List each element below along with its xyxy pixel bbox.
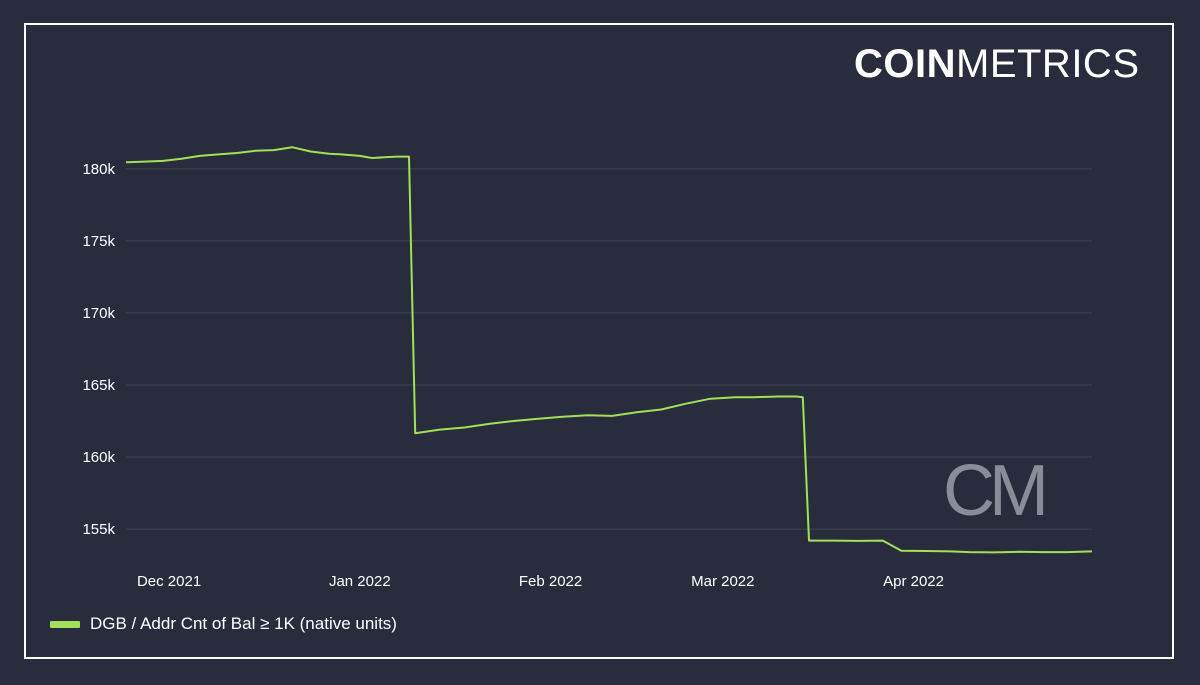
y-tick-label: 155k: [82, 521, 115, 538]
x-axis-ticks: Dec 2021 Jan 2022 Feb 2022 Mar 2022 Apr 2022: [137, 573, 944, 590]
series-layer: [125, 146, 1093, 554]
legend: DGB / Addr Cnt of Bal ≥ 1K (native units…: [50, 614, 397, 634]
y-tick-label: 165k: [82, 377, 115, 394]
logo-bold-text: COIN: [854, 42, 956, 86]
y-tick-label: 180k: [82, 161, 115, 178]
x-tick-label: Dec 2021: [137, 573, 201, 590]
x-tick-label: Mar 2022: [691, 573, 754, 590]
y-tick-label: 160k: [82, 449, 115, 466]
x-tick-label: Feb 2022: [519, 573, 582, 590]
x-tick-label: Apr 2022: [883, 573, 944, 590]
series-line: [125, 146, 1093, 554]
coinmetrics-logo: COINMETRICS: [854, 44, 1140, 84]
y-tick-label: 170k: [82, 305, 115, 322]
y-tick-label: 175k: [82, 233, 115, 250]
legend-label: DGB / Addr Cnt of Bal ≥ 1K (native units…: [90, 614, 397, 633]
y-axis-ticks: 155k 160k 165k 170k 175k 180k: [82, 161, 115, 538]
logo-light-text: METRICS: [956, 42, 1140, 86]
grid-lines: [126, 168, 1092, 530]
cm-watermark: CM: [943, 451, 1044, 531]
legend-swatch: [50, 620, 80, 628]
chart-frame: [24, 23, 1174, 659]
x-tick-label: Jan 2022: [329, 573, 391, 590]
